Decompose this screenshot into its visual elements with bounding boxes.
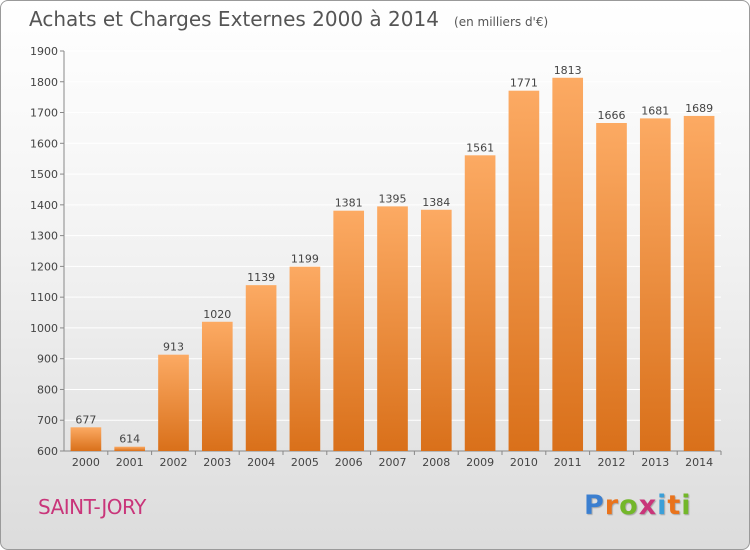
- x-tick-label: 2008: [422, 456, 450, 469]
- data-label: 1681: [641, 104, 669, 117]
- y-tick-label: 1200: [30, 260, 58, 273]
- y-tick-label: 1900: [30, 45, 58, 58]
- y-tick-label: 1700: [30, 107, 58, 120]
- x-tick-label: 2013: [641, 456, 669, 469]
- data-label: 1689: [685, 102, 713, 115]
- x-tick-label: 2009: [466, 456, 494, 469]
- x-tick-label: 2011: [554, 456, 582, 469]
- data-label: 677: [75, 413, 96, 426]
- x-tick-label: 2001: [116, 456, 144, 469]
- bar-2001: [114, 446, 146, 451]
- bar-2003: [201, 321, 233, 451]
- x-tick-label: 2003: [203, 456, 231, 469]
- x-tick-label: 2010: [510, 456, 538, 469]
- data-label: 1561: [466, 141, 494, 154]
- data-label: 1395: [379, 192, 407, 205]
- bar-2012: [596, 123, 627, 451]
- bar-2006: [333, 210, 365, 451]
- commune-name: SAINT-JORY: [38, 495, 146, 519]
- x-tick-label: 2012: [598, 456, 626, 469]
- x-tick-label: 2002: [160, 456, 188, 469]
- data-label: 1199: [291, 253, 319, 266]
- data-label: 1020: [203, 308, 231, 321]
- data-label: 1381: [335, 197, 363, 210]
- y-tick-label: 700: [37, 414, 58, 427]
- data-label: 913: [163, 341, 184, 354]
- data-label: 1813: [554, 64, 582, 77]
- y-tick-label: 1300: [30, 230, 58, 243]
- data-label: 1666: [598, 109, 626, 122]
- data-label: 1771: [510, 77, 538, 90]
- bar-2011: [552, 77, 584, 452]
- x-tick-label: 2006: [335, 456, 363, 469]
- y-tick-label: 1400: [30, 199, 58, 212]
- x-tick-label: 2005: [291, 456, 319, 469]
- y-tick-label: 900: [37, 353, 58, 366]
- x-tick-label: 2000: [72, 456, 100, 469]
- bar-2000: [70, 427, 102, 451]
- x-tick-label: 2007: [379, 456, 407, 469]
- y-tick-label: 1100: [30, 291, 58, 304]
- data-label: 1384: [422, 196, 450, 209]
- y-tick-label: 1600: [30, 137, 58, 150]
- x-tick-label: 2004: [247, 456, 275, 469]
- proxiti-logo: Proxiti: [584, 490, 692, 521]
- y-tick-label: 1500: [30, 168, 58, 181]
- bar-2004: [245, 285, 277, 451]
- x-tick-label: 2014: [685, 456, 713, 469]
- chart-unit-note: (en milliers d'€): [454, 15, 549, 29]
- bar-2014: [683, 115, 715, 451]
- bar-2013: [639, 118, 671, 451]
- data-label: 1139: [247, 271, 275, 284]
- y-tick-label: 1800: [30, 76, 58, 89]
- y-tick-label: 1000: [30, 322, 58, 335]
- y-tick-label: 600: [37, 445, 58, 458]
- bar-2007: [377, 206, 408, 451]
- bar-2005: [289, 266, 321, 451]
- bar-2008: [420, 209, 452, 451]
- bar-2010: [508, 90, 540, 451]
- data-label: 614: [119, 433, 140, 446]
- bar-2002: [158, 354, 189, 451]
- title-row: Achats et Charges Externes 2000 à 2014 (…: [29, 7, 548, 31]
- y-tick-label: 800: [37, 383, 58, 396]
- bar-2009: [464, 155, 496, 452]
- chart-title: Achats et Charges Externes 2000 à 2014: [29, 7, 439, 31]
